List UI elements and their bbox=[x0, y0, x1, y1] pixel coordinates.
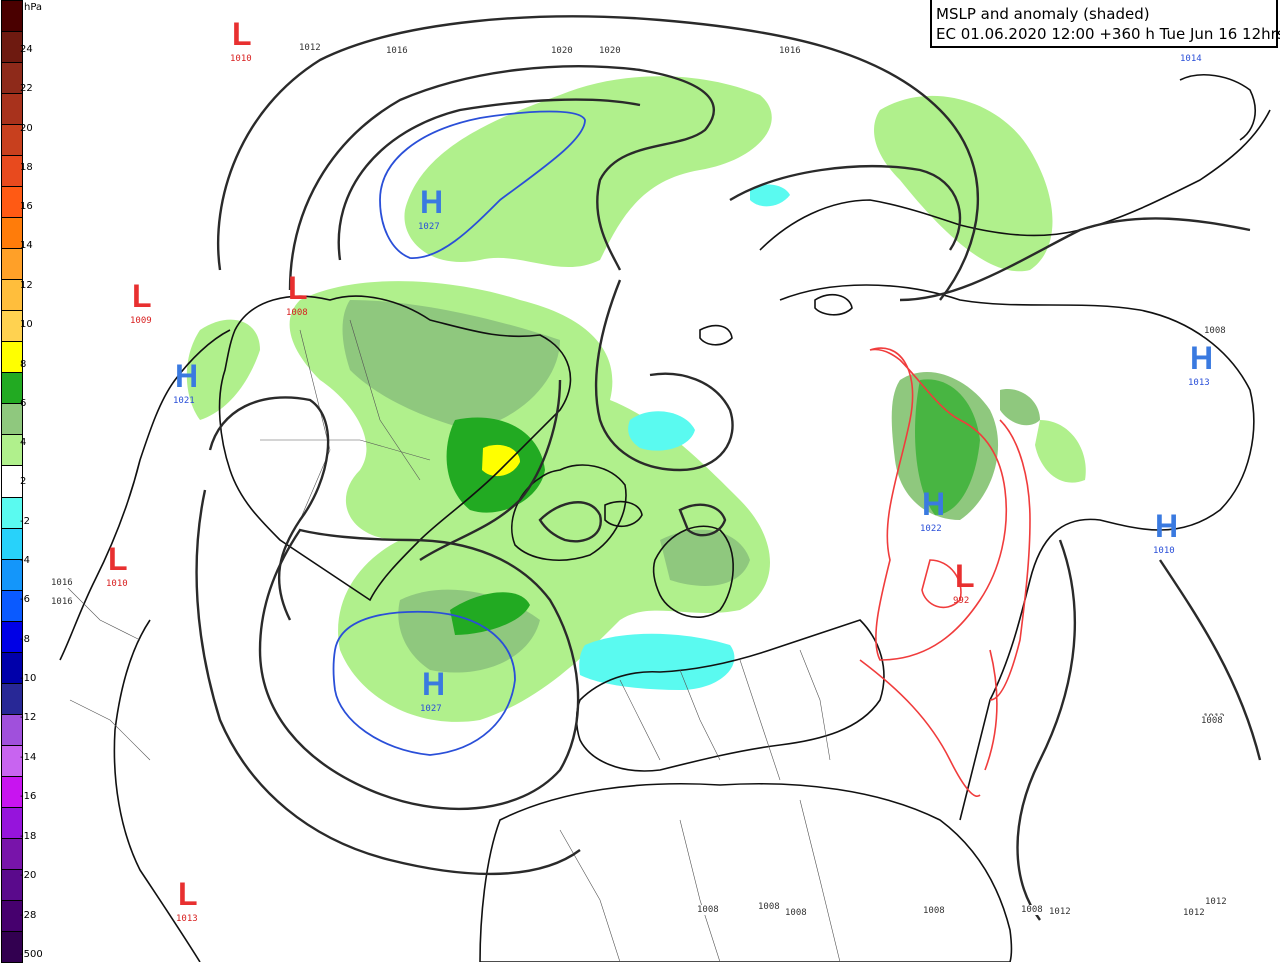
center-pressure-value: 1027 bbox=[418, 222, 440, 232]
colorbar-tick-label: 12 bbox=[20, 280, 33, 291]
high-pressure-center: H bbox=[175, 358, 199, 394]
colorbar-tick-label: 8 bbox=[20, 359, 27, 370]
high-pressure-center: H bbox=[1155, 508, 1179, 544]
colorbar-tick-label: -12 bbox=[20, 712, 37, 723]
center-pressure-value: 1009 bbox=[130, 316, 152, 326]
colorbar-tick-label: -14 bbox=[20, 752, 37, 763]
colorbar-tick-label: -6 bbox=[20, 594, 30, 605]
low-pressure-center: L bbox=[232, 16, 252, 52]
colorbar-tick-label: 24 bbox=[20, 44, 33, 55]
colorbar-swatch bbox=[1, 682, 23, 715]
high-pressure-center: H bbox=[422, 666, 446, 702]
isobar-value-label: 1016 bbox=[50, 578, 74, 588]
isobar-value-label: 1012 bbox=[1182, 908, 1206, 918]
center-pressure-value: 1013 bbox=[176, 914, 198, 924]
isobar-value-label: 1012 bbox=[1204, 897, 1228, 907]
isobars bbox=[195, 15, 1262, 921]
weather-map bbox=[48, 0, 1280, 962]
colorbar-tick-label: -16 bbox=[20, 791, 37, 802]
low-pressure-center: L bbox=[178, 876, 198, 912]
colorbar-tick-label: 16 bbox=[20, 201, 33, 212]
colorbar-tick-label: 6 bbox=[20, 398, 27, 409]
low-pressure-center: L bbox=[132, 278, 152, 314]
colorbar-tick-label: -500 bbox=[20, 949, 43, 960]
isobar-value-label: 1020 bbox=[550, 46, 574, 56]
country-borders bbox=[59, 319, 841, 962]
colorbar-tick-label: 22 bbox=[20, 83, 33, 94]
colorbar-tick-label: -18 bbox=[20, 831, 37, 842]
colorbar-tick-label: -8 bbox=[20, 634, 30, 645]
colorbar-tick-label: 10 bbox=[20, 319, 33, 330]
colorbar-tick-label: 18 bbox=[20, 162, 33, 173]
colorbar-tick-label: -2 bbox=[20, 516, 30, 527]
title-line-2: EC 01.06.2020 12:00 +360 h Tue Jun 16 12… bbox=[936, 25, 1280, 43]
title-line-1: MSLP and anomaly (shaded) bbox=[936, 5, 1150, 23]
high-pressure-contours bbox=[332, 110, 586, 756]
center-pressure-value: 1010 bbox=[1153, 546, 1175, 556]
low-pressure-center: L bbox=[108, 541, 128, 577]
isobar-value-label: 1012 bbox=[1048, 907, 1072, 917]
isobar-value-label: 1012 bbox=[298, 43, 322, 53]
center-pressure-value: 1010 bbox=[106, 579, 128, 589]
colorbar-unit: hPa bbox=[24, 2, 43, 13]
colorbar-swatch bbox=[1, 93, 23, 126]
colorbar-swatch bbox=[1, 0, 23, 33]
colorbar-tick-label: -4 bbox=[20, 555, 30, 566]
isobar-value-label: 1008 bbox=[1203, 326, 1227, 336]
isobar-value-label: 1008 bbox=[922, 906, 946, 916]
colorbar-tick-label: -10 bbox=[20, 673, 37, 684]
colorbar-tick-label: 4 bbox=[20, 437, 27, 448]
colorbar-tick-label: -20 bbox=[20, 870, 37, 881]
isobar-value-label: 1008 bbox=[1020, 905, 1044, 915]
isobar-value-label: 1008 bbox=[696, 905, 720, 915]
center-pressure-value: 992 bbox=[953, 596, 970, 606]
center-pressure-value: 1010 bbox=[230, 54, 252, 64]
center-pressure-value: 1014 bbox=[1180, 54, 1202, 64]
colorbar-legend: hPa 24 22 20 18 16 14 12 10 8 6 4 2 -2 -4 -6 -8 -10 -12 -1… bbox=[0, 0, 48, 963]
low-pressure-center: L bbox=[955, 558, 975, 594]
colorbar-tick-label: 2 bbox=[20, 476, 27, 487]
center-pressure-value: 1008 bbox=[286, 308, 308, 318]
colorbar-swatch bbox=[1, 837, 23, 870]
isobar-value-label: 1020 bbox=[598, 46, 622, 56]
high-pressure-center: H bbox=[420, 184, 444, 220]
center-pressure-value: 1013 bbox=[1188, 378, 1210, 388]
negative-anomaly-contours bbox=[859, 347, 1031, 797]
colorbar-tick-label: 14 bbox=[20, 240, 33, 251]
low-pressure-center: L bbox=[288, 270, 308, 306]
center-pressure-value: 1027 bbox=[420, 704, 442, 714]
center-pressure-value: 1021 bbox=[173, 396, 195, 406]
high-pressure-center: H bbox=[1190, 340, 1214, 376]
coastlines bbox=[59, 74, 1271, 962]
isobar-value-label: 1016 bbox=[385, 46, 409, 56]
colorbar-swatch bbox=[1, 248, 23, 281]
high-pressure-center: H bbox=[922, 486, 946, 522]
colorbar-tick-label: -28 bbox=[20, 910, 37, 921]
center-pressure-value: 1022 bbox=[920, 524, 942, 534]
isobar-value-label: 1016 bbox=[50, 597, 74, 607]
title-box: MSLP and anomaly (shaded) EC 01.06.2020 … bbox=[930, 0, 1280, 48]
colorbar-tick-label: 20 bbox=[20, 123, 33, 134]
isobar-value-label: 1008 bbox=[757, 902, 781, 912]
isobar-value-label: 1008 bbox=[1200, 716, 1224, 726]
isobar-value-label: 1016 bbox=[778, 46, 802, 56]
isobar-value-label: 1008 bbox=[784, 908, 808, 918]
